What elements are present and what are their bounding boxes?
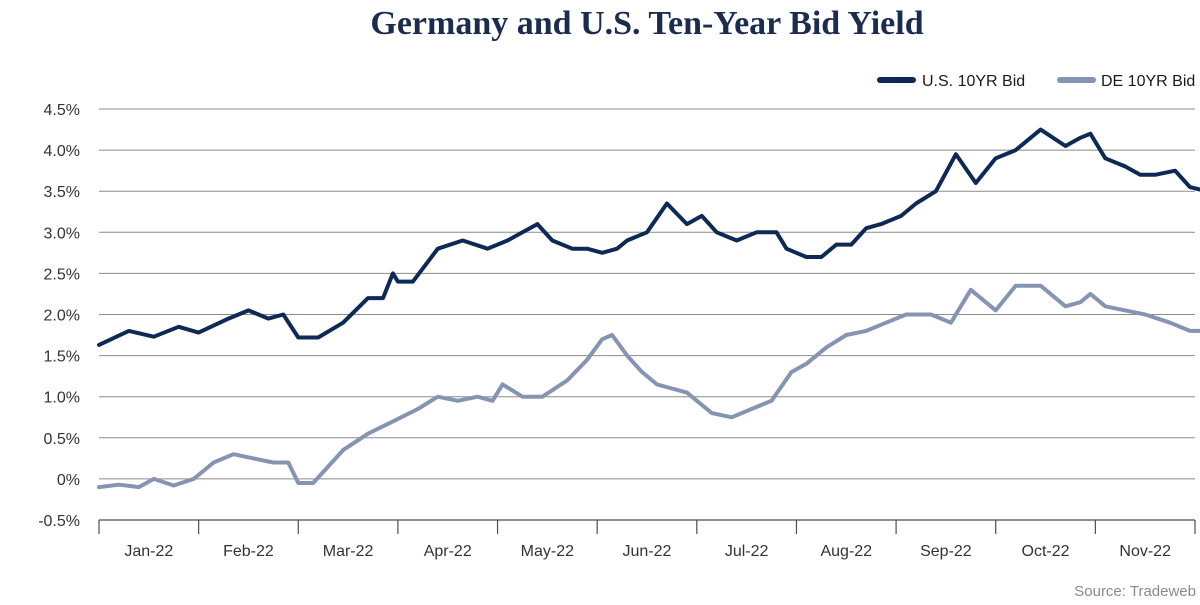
y-tick-label: 1.5%: [44, 349, 80, 366]
legend-label-de: DE 10YR Bid: [1101, 73, 1195, 90]
x-tick-label: Jan-22: [124, 543, 173, 560]
x-tick-label: Feb-22: [223, 543, 274, 560]
y-tick-label: 0%: [57, 472, 80, 489]
x-tick-label: Nov-22: [1119, 543, 1171, 560]
series-line-de: [97, 283, 1200, 490]
x-tick-label: Jul-22: [725, 543, 769, 560]
legend-item-us[interactable]: U.S. 10YR Bid: [877, 73, 1025, 90]
x-tick-label: May-22: [521, 543, 574, 560]
x-tick-label: Sep-22: [920, 543, 972, 560]
chart-title: Germany and U.S. Ten-Year Bid Yield: [370, 5, 923, 42]
x-tick-label: Mar-22: [323, 543, 374, 560]
x-tick-label: Apr-22: [424, 543, 472, 560]
x-tick-label: Oct-22: [1022, 543, 1070, 560]
gridlines: [99, 108, 1195, 480]
y-tick-label: 4.5%: [44, 102, 80, 119]
y-tick-label: 1.0%: [44, 390, 80, 407]
y-tick-label: 2.0%: [44, 308, 80, 325]
y-tick-label: 4.0%: [44, 143, 80, 160]
series-lines: [97, 127, 1200, 490]
y-tick-label: 3.5%: [44, 184, 80, 201]
x-axis: Jan-22 Feb-22 Mar-22 Apr-22 May-22 Jun-22 Jul-…: [98, 519, 1196, 560]
legend: U.S. 10YR Bid DE 10YR Bid: [877, 73, 1195, 90]
y-tick-label: -0.5%: [38, 513, 80, 530]
y-tick-label: 3.0%: [44, 225, 80, 242]
series-line-us: [97, 127, 1200, 347]
x-tick-label: Aug-22: [820, 543, 872, 560]
legend-label-us: U.S. 10YR Bid: [922, 73, 1025, 90]
legend-item-de[interactable]: DE 10YR Bid: [1057, 73, 1195, 90]
y-tick-label: 2.5%: [44, 266, 80, 283]
y-axis-labels: -0.5% 0% 0.5% 1.0% 1.5% 2.0% 2.5% 3.0% 3.5% 4.0% 4…: [38, 102, 80, 530]
source-note: Source: Tradeweb: [1074, 583, 1196, 600]
x-tick-label: Jun-22: [623, 543, 672, 560]
y-tick-label: 0.5%: [44, 431, 80, 448]
